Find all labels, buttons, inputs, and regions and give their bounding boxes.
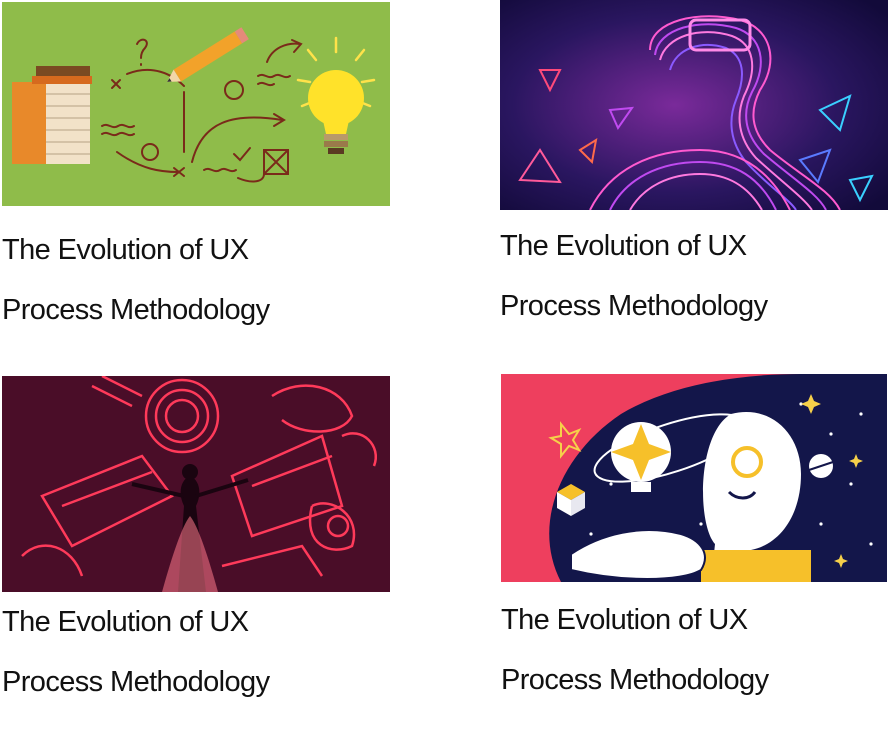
article-title-line-1: The Evolution of UX — [2, 606, 249, 638]
article-title-1[interactable]: The Evolution of UX Process Methodology — [2, 220, 402, 340]
article-title-line-2: Process Methodology — [500, 290, 768, 322]
article-card-2[interactable]: The Evolution of UX Process Methodology — [500, 0, 890, 330]
article-title-4[interactable]: The Evolution of UX Process Methodology — [501, 590, 892, 710]
vr-neon-figure-illustration — [500, 0, 888, 210]
article-title-line-1: The Evolution of UX — [501, 604, 748, 636]
article-card-3[interactable]: The Evolution of UX Process Methodology — [2, 376, 392, 706]
article-thumbnail-3[interactable] — [2, 376, 390, 592]
article-title-line-1: The Evolution of UX — [500, 230, 747, 262]
article-thumbnail-4[interactable] — [501, 374, 887, 582]
article-title-line-1: The Evolution of UX — [2, 234, 249, 266]
woman-idea-space-illustration — [501, 374, 887, 582]
article-title-line-2: Process Methodology — [501, 664, 769, 696]
article-card-4[interactable]: The Evolution of UX Process Methodology — [501, 374, 891, 704]
article-title-2[interactable]: The Evolution of UX Process Methodology — [500, 216, 892, 336]
ux-sketch-illustration — [2, 2, 390, 206]
article-title-line-2: Process Methodology — [2, 294, 270, 326]
article-thumbnail-2[interactable] — [500, 0, 888, 210]
article-card-1[interactable]: The Evolution of UX Process Methodology — [2, 2, 392, 332]
neon-instruments-illustration — [2, 376, 390, 592]
article-thumbnail-1[interactable] — [2, 2, 390, 206]
article-title-3[interactable]: The Evolution of UX Process Methodology — [2, 592, 402, 712]
article-title-line-2: Process Methodology — [2, 666, 270, 698]
